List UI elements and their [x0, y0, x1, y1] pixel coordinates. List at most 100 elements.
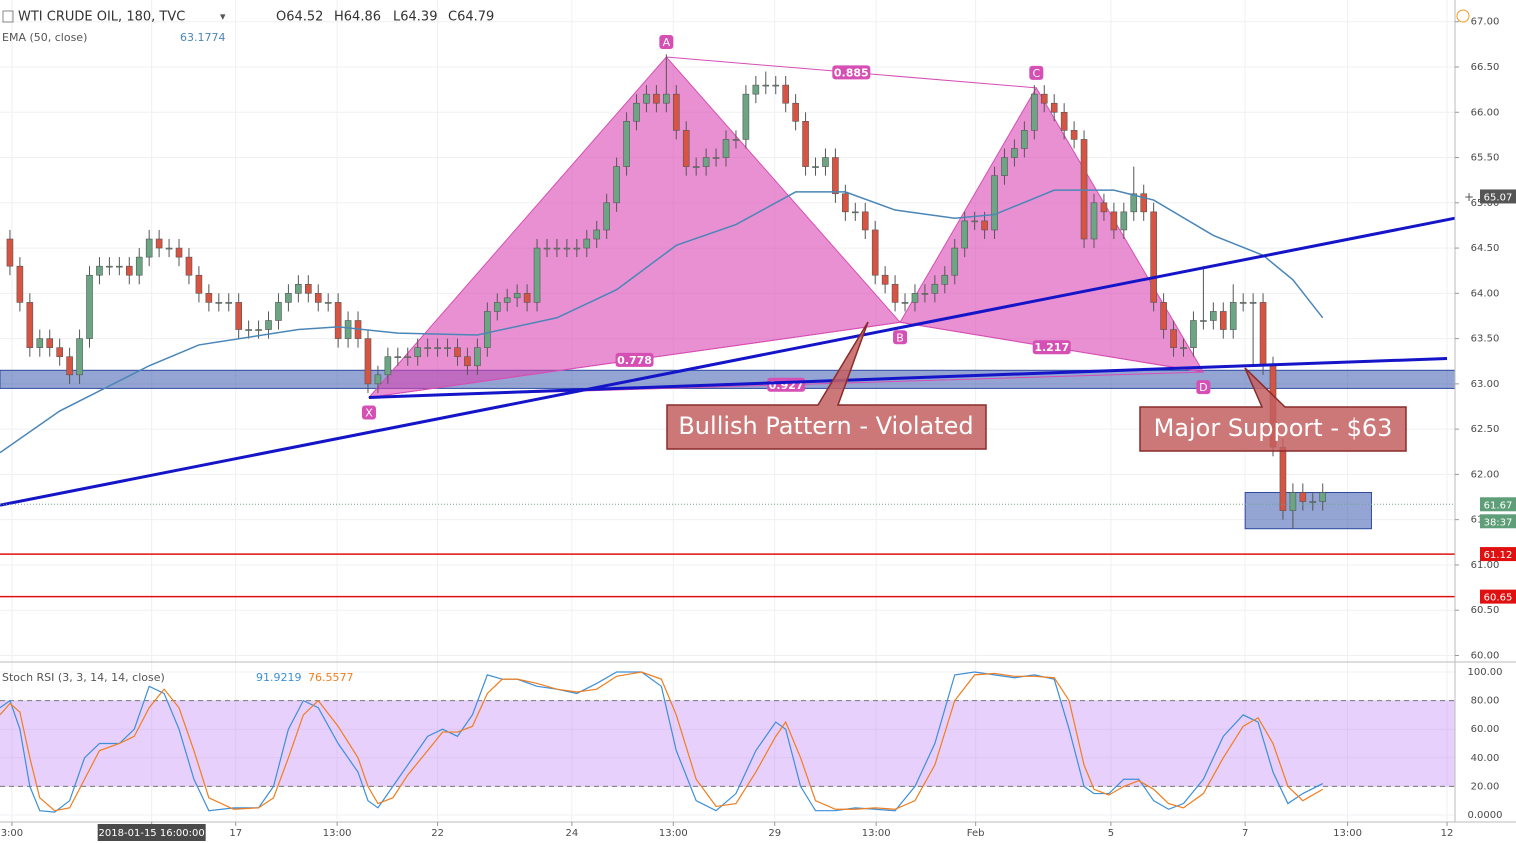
- callout-box: [1139, 367, 1407, 452]
- candle-body: [672, 93, 680, 131]
- y-tick-label: 60.50: [1471, 605, 1500, 616]
- candle-body: [235, 302, 242, 330]
- candle-body: [6, 238, 14, 267]
- x-tick-label: 7: [1242, 828, 1248, 839]
- y-tick-label: 65.50: [1471, 153, 1500, 164]
- price-tag-label: 61.67: [1484, 500, 1513, 511]
- candle-body: [961, 220, 968, 249]
- y-tick-label: 60.00: [1471, 724, 1500, 735]
- price-tag: [1480, 547, 1516, 562]
- alert-icon[interactable]: [1456, 9, 1470, 23]
- callout-text: Bullish Pattern - Violated: [678, 412, 973, 440]
- pattern-point-badge: [893, 330, 908, 345]
- ema-value: 63.1774: [180, 31, 226, 44]
- x-tick-label: 2018-01-15 16:00:00: [99, 828, 205, 839]
- candle-body: [1080, 139, 1088, 240]
- pattern-point-label: A: [663, 36, 671, 49]
- chart-title: WTI CRUDE OIL, 180, TVC: [18, 10, 185, 25]
- pattern-point-badge: [659, 35, 674, 50]
- candle-body: [1229, 302, 1237, 330]
- ohlc-high: H64.86: [334, 10, 381, 25]
- candle-body: [96, 265, 103, 276]
- candle-body: [822, 157, 829, 167]
- x-tick-label: 13:00: [862, 828, 891, 839]
- pattern-point-label: X: [365, 406, 373, 419]
- candle-body: [1090, 202, 1098, 240]
- candle-body: [424, 347, 431, 349]
- candle-body: [1279, 446, 1287, 511]
- pattern-point-badge: [361, 405, 376, 420]
- candle-body: [76, 338, 83, 376]
- candle-body: [334, 302, 342, 339]
- x-tick-label: 17: [229, 828, 242, 839]
- x-tick-highlight: [97, 824, 206, 841]
- candle-body: [613, 166, 620, 204]
- y-tick-label: 61.00: [1471, 560, 1500, 571]
- candle-body: [444, 347, 451, 349]
- candle-body: [692, 166, 700, 168]
- candle-body: [56, 347, 63, 358]
- x-tick-label: 13:00: [659, 828, 688, 839]
- candle-body: [265, 320, 272, 330]
- callout-box: [666, 321, 987, 450]
- candle-body: [792, 102, 799, 122]
- y-tick-label: 60.00: [1471, 650, 1500, 661]
- ratio-label: 1.217: [1034, 341, 1069, 354]
- y-tick-label: 63.50: [1471, 334, 1500, 345]
- candle-body: [513, 293, 521, 299]
- candle-body: [583, 238, 591, 249]
- candle-body: [971, 220, 978, 223]
- candle-body: [1309, 501, 1317, 503]
- candle-body: [762, 84, 770, 87]
- candle-body: [1180, 347, 1187, 349]
- candle-body: [702, 157, 710, 167]
- candle-body: [125, 265, 133, 276]
- candle-body: [1150, 211, 1157, 303]
- dropdown[interactable]: ▾: [220, 10, 226, 23]
- candle-body: [812, 166, 819, 168]
- candle-body: [991, 175, 998, 231]
- candle-body: [1259, 302, 1267, 367]
- candle-body: [36, 338, 44, 348]
- candle-body: [782, 84, 789, 104]
- candle-body: [1060, 111, 1068, 131]
- candle-body: [1021, 130, 1028, 149]
- candle-body: [1319, 492, 1327, 502]
- y-tick-label: 64.50: [1471, 243, 1500, 254]
- candle-body: [553, 247, 561, 250]
- candle-body: [1031, 93, 1038, 131]
- trendline: [368, 357, 1448, 399]
- candle-body: [1299, 492, 1307, 502]
- pattern-point-label: C: [1032, 67, 1040, 80]
- ratio-badge: [1032, 340, 1071, 355]
- candle-body: [314, 293, 322, 303]
- zone: [1244, 492, 1372, 530]
- candle-body: [941, 274, 949, 285]
- candle-body: [16, 265, 24, 303]
- candle-body: [712, 157, 720, 159]
- candle-body: [46, 338, 54, 348]
- candle-body: [86, 274, 93, 339]
- candle-body: [434, 347, 441, 349]
- candle-body: [116, 265, 123, 268]
- candle-body: [563, 247, 571, 250]
- candle-body: [155, 238, 163, 249]
- candle-body: [981, 220, 988, 231]
- trendline: [0, 216, 1456, 507]
- x-tick-label: 22: [431, 828, 444, 839]
- candle-body: [772, 84, 780, 87]
- candle-body: [414, 347, 422, 358]
- collapse-icon[interactable]: [2, 10, 14, 23]
- candle-body: [921, 293, 929, 295]
- ratio-label: 0.778: [617, 354, 652, 367]
- candle-body: [1001, 157, 1008, 176]
- candle-body: [543, 247, 551, 250]
- candle-body: [374, 374, 382, 385]
- candle-body: [1100, 202, 1108, 213]
- candle-body: [484, 311, 491, 348]
- candle-body: [842, 193, 849, 213]
- candle-body: [911, 293, 919, 303]
- candle-body: [165, 247, 173, 250]
- candle-body: [861, 211, 869, 231]
- candle-body: [533, 247, 541, 303]
